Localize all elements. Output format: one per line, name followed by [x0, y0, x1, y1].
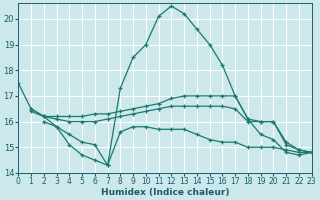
X-axis label: Humidex (Indice chaleur): Humidex (Indice chaleur) — [101, 188, 229, 197]
